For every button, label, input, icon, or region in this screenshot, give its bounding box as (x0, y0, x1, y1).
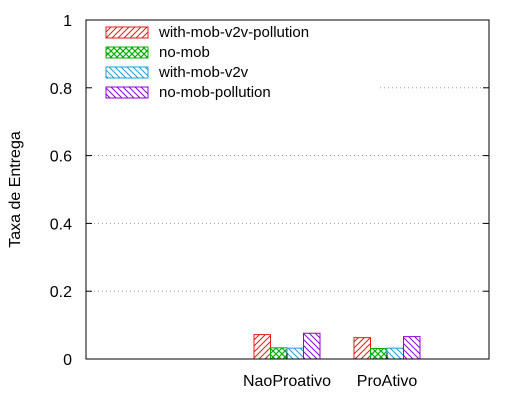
bar-with-mob-v2v-pollution-ProAtivo (353, 337, 371, 360)
y-tick-label: 0.2 (50, 284, 72, 301)
bar-no-mob-ProAtivo (370, 347, 388, 360)
grid (86, 87, 489, 292)
bar-with-mob-v2v-ProAtivo (386, 347, 404, 360)
x-tick-label: ProAtivo (357, 373, 418, 390)
y-tick-label: 0.8 (50, 81, 72, 98)
legend-label: no-mob (159, 44, 210, 61)
x-tick-label: NaoProativo (243, 373, 331, 390)
bars (253, 332, 421, 360)
bar-no-mob-pollution-NaoProativo (303, 332, 321, 360)
x-axis-labels: NaoProativo ProAtivo (243, 353, 417, 390)
legend-swatch (105, 26, 149, 39)
legend-label: with-mob-v2v-pollution (158, 24, 309, 41)
legend-swatch (105, 46, 149, 59)
y-axis-title: Taxa de Entrega (7, 131, 24, 248)
bar-with-mob-v2v-NaoProativo (286, 347, 304, 360)
y-tick-label: 0 (63, 352, 72, 369)
legend-label: no-mob-pollution (159, 84, 271, 101)
bar-no-mob-NaoProativo (270, 347, 288, 360)
legend-swatch (105, 86, 149, 99)
y-tick-label: 0.4 (50, 216, 72, 233)
bar-with-mob-v2v-pollution-NaoProativo (253, 334, 271, 360)
y-tick-label: 0.6 (50, 149, 72, 166)
legend: with-mob-v2v-pollution no-mob with-mob-v2v… (105, 24, 309, 101)
bar-no-mob-pollution-ProAtivo (403, 336, 421, 360)
y-axis-ticks: 0 0.2 0.4 0.6 0.8 1 (50, 13, 489, 369)
legend-swatch (105, 66, 149, 79)
legend-label: with-mob-v2v (158, 64, 249, 81)
y-tick-label: 1 (63, 13, 72, 30)
